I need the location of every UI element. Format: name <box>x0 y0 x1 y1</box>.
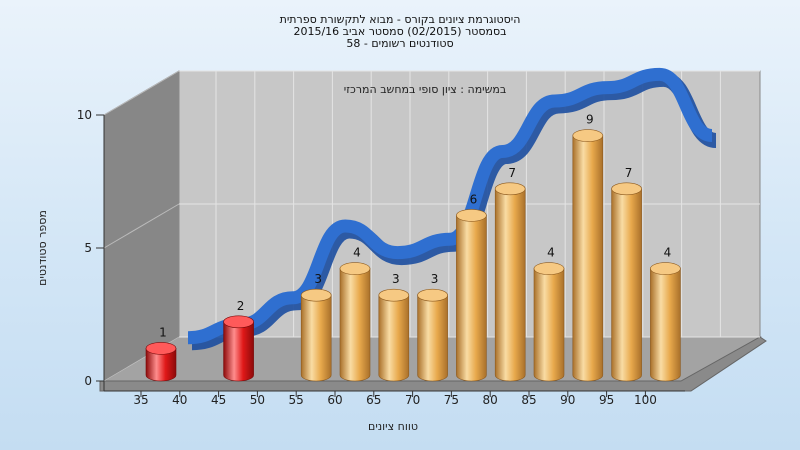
x-tick-label-45: 45 <box>211 393 226 407</box>
x-tick-label-50: 50 <box>250 393 265 407</box>
bar-60 <box>339 262 371 382</box>
bar-top-65 <box>378 288 410 302</box>
bar-body-60 <box>339 268 371 382</box>
bar-top-70 <box>417 288 448 302</box>
x-tick-label-90: 90 <box>560 393 575 407</box>
bar-body-85 <box>533 268 565 382</box>
x-tick-label-75: 75 <box>444 393 459 407</box>
chart-subtitle: במשימה : ציון סופי במחשב המרכזי <box>344 83 507 96</box>
chart-title-line-1: היסטוגרמת ציונים בקורס - מבוא לתקשורת ספ… <box>280 13 521 26</box>
data-label-45: 2 <box>237 299 245 313</box>
data-label-60: 4 <box>353 246 361 260</box>
data-label-100: 4 <box>664 246 672 260</box>
x-tick-label-65: 65 <box>366 393 381 407</box>
bar-top-80 <box>494 182 526 196</box>
x-tick-label-85: 85 <box>521 393 536 407</box>
bar-top-55 <box>300 288 332 302</box>
bar-body-90 <box>572 135 604 382</box>
bar-body-80 <box>494 188 526 382</box>
bar-65 <box>378 288 410 382</box>
bar-top-60 <box>339 262 371 275</box>
bar-75 <box>456 209 487 382</box>
data-label-75: 6 <box>470 192 478 206</box>
data-label-90: 9 <box>586 113 594 127</box>
y-tick-label-10: 10 <box>77 108 92 122</box>
bar-90 <box>572 129 604 382</box>
bar-100 <box>650 262 681 382</box>
data-label-35: 1 <box>159 325 167 339</box>
x-tick-label-80: 80 <box>483 393 498 407</box>
bar-body-95 <box>611 188 642 382</box>
x-tick-label-40: 40 <box>172 393 187 407</box>
bar-body-65 <box>378 294 410 382</box>
bar-85 <box>533 262 565 382</box>
bar-body-55 <box>300 294 332 382</box>
bar-top-75 <box>456 209 487 222</box>
x-tick-label-60: 60 <box>327 393 342 407</box>
bar-70 <box>417 288 448 382</box>
x-tick-label-100: 100 <box>634 393 657 407</box>
bar-body-100 <box>650 268 681 382</box>
bar-95 <box>611 182 642 382</box>
data-label-85: 4 <box>547 246 555 260</box>
data-label-80: 7 <box>508 166 516 180</box>
bar-35 <box>145 342 177 382</box>
bar-top-95 <box>611 182 642 196</box>
y-tick-label-0: 0 <box>84 374 92 388</box>
floor-edge <box>99 336 767 392</box>
bar-45 <box>223 315 254 382</box>
bar-top-35 <box>145 342 177 355</box>
y-axis-title: מספר סטודנטים <box>36 210 49 286</box>
bar-body-35 <box>145 348 177 382</box>
data-label-70: 3 <box>431 272 439 286</box>
data-label-65: 3 <box>392 272 400 286</box>
data-label-55: 3 <box>314 272 322 286</box>
x-tick-label-35: 35 <box>133 393 148 407</box>
gridline-side <box>103 70 180 116</box>
y-tick-label-5: 5 <box>84 241 92 255</box>
bar-55 <box>300 288 332 382</box>
chart-title-line-3: סטודנטים רשומים - 58 <box>346 37 453 50</box>
bar-body-75 <box>456 215 487 382</box>
x-axis-title: טווח ציונים <box>368 420 418 433</box>
x-tick-label-95: 95 <box>599 393 614 407</box>
data-label-95: 7 <box>625 166 633 180</box>
chart-title-line-2: בסמסטר (02/2015) סמסטר אביב 2015/16 <box>293 25 506 38</box>
gridline-side <box>103 203 180 249</box>
bar-body-45 <box>223 321 254 382</box>
bar-top-100 <box>650 262 681 275</box>
bar-body-70 <box>417 294 448 382</box>
bar-top-45 <box>223 315 254 329</box>
bar-80 <box>494 182 526 382</box>
x-tick-label-70: 70 <box>405 393 420 407</box>
x-tick-label-55: 55 <box>289 393 304 407</box>
trend-ribbon <box>187 67 714 345</box>
bar-top-85 <box>533 262 565 275</box>
bar-top-90 <box>572 129 604 142</box>
